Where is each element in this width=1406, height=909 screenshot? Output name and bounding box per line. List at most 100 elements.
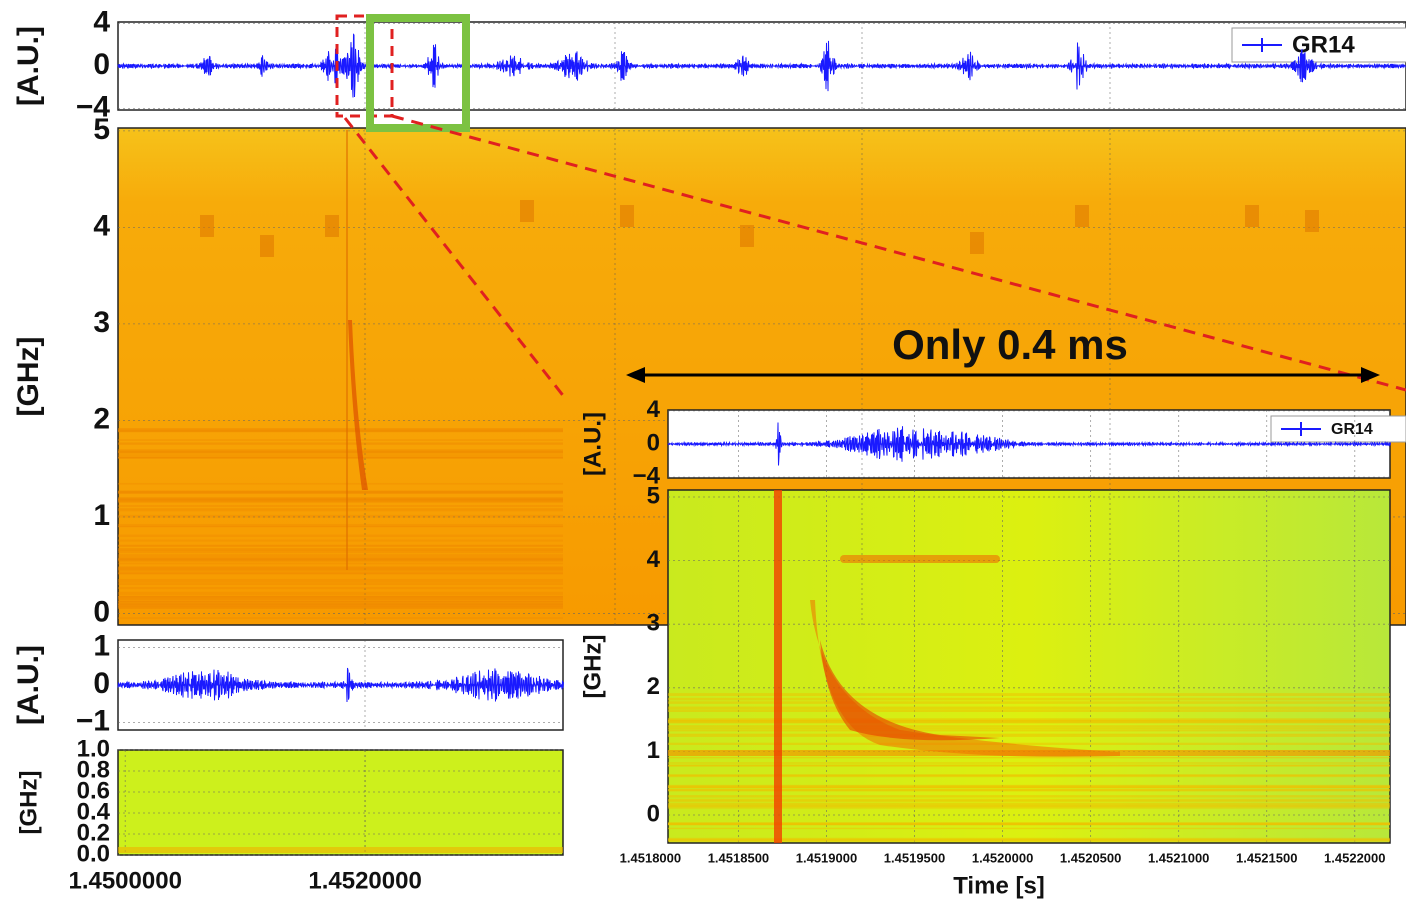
y-tick-label: 0.6 [77,777,110,804]
y-tick-label: 1 [93,629,110,662]
arrow-head [626,367,645,383]
spectrogram-feature [1075,205,1089,227]
spectrogram-band [668,788,1390,791]
spectrogram-band [668,762,1390,764]
x-axis-label: Time [s] [953,872,1045,899]
spectrogram-band [118,571,563,575]
y-axis-label: [GHz] [12,337,45,417]
spectrogram-decay [820,640,1000,741]
x-tick-label: 1.4518000 [620,850,681,865]
spectrogram-band [668,774,1390,777]
spectrogram-band [668,803,1390,806]
y-tick-label: 4 [647,396,661,423]
spectrogram-band [668,827,1390,830]
spectrogram-band [118,490,563,493]
spectrogram-band [118,451,563,454]
spectrogram-chirp [348,320,368,490]
spectrogram-band [118,558,563,561]
spectrogram-band [118,548,563,552]
spectrogram-band [118,523,563,528]
spectrogram-band [668,725,1390,728]
spectrogram-band [118,482,563,485]
spectrogram-band [118,596,563,600]
spectrogram-band [118,508,563,510]
spectrogram-background [667,489,1391,844]
spectrogram-band [118,572,563,575]
spectrogram-band [118,558,563,561]
spectrogram-band [118,457,563,459]
spectrogram-band [118,600,563,603]
spectrogram-feature [970,232,984,254]
spectrogram-band [118,509,563,512]
y-tick-label: 1.0 [77,735,110,762]
spectrogram-band [118,550,563,554]
x-tick-label: 1.4521000 [1148,850,1209,865]
y-tick-label: 4 [647,546,661,573]
spectrogram-band [118,568,563,572]
spectrogram-band [668,798,1390,801]
y-tick-label: 2 [93,402,110,435]
spectrogram-band [668,784,1390,788]
spectrogram-band [118,442,563,444]
spectrogram-band [668,837,1390,841]
spectrogram-band [118,557,563,561]
spectrogram-band [118,601,563,606]
y-tick-label: 5 [93,113,110,146]
highlight-box [366,14,470,132]
spectrogram-band [118,428,563,433]
spectrogram-band [118,497,563,500]
spectrogram-band [118,587,563,590]
spectrogram-band [668,709,1390,712]
spectrogram-band [668,701,1390,704]
spectrogram-band [118,603,563,607]
spectrogram-band [668,795,1390,798]
y-axis-label: [A.U.] [12,26,45,106]
y-tick-label: 0.0 [77,840,110,867]
spectrogram-band [668,800,1390,802]
y-tick-label: 3 [647,610,660,637]
x-tick-label: 1.4518500 [708,850,769,865]
y-axis-label: [A.U.] [12,645,45,725]
arrow-head [1361,367,1380,383]
spectrogram-feature [740,225,754,247]
spectrogram-band [118,429,563,432]
y-tick-label: 0.2 [77,819,110,846]
spectrogram-feature [840,555,1000,563]
spectrogram-band [118,439,563,441]
spectrogram-band [668,757,1390,759]
spectrogram-band [118,498,563,501]
y-tick-label: 4 [93,6,110,39]
x-tick-label: 1.4520500 [1060,850,1121,865]
spectrogram-band [118,591,563,595]
x-tick-label: 1.4521500 [1236,850,1297,865]
spectrogram-band [118,617,563,619]
spectrogram-background [117,749,564,856]
spectrogram-feature [520,200,534,222]
spectrogram-band [668,693,1390,696]
y-tick-label: 0 [93,667,110,700]
spectrogram-band [118,491,563,494]
x-tick-label: 1.4500000 [68,867,181,894]
spectrogram-band [118,583,563,585]
spectrogram-band [118,554,563,559]
y-tick-label: 0 [647,429,660,456]
spectrogram-band [668,764,1390,767]
spectrogram-band [118,490,563,494]
y-axis-label: [GHz] [579,635,606,699]
waveform [117,667,564,703]
spectrogram-band [118,600,563,602]
spectrogram-band [668,742,1390,745]
y-tick-label: 0 [93,595,110,628]
spectrogram-band [118,548,563,550]
spectrogram-band [118,566,563,571]
y-axis-label: [GHz] [15,771,42,835]
spectrogram-band [118,442,563,445]
x-tick-label: 1.4520000 [308,867,421,894]
spectrogram-band [118,505,563,507]
y-tick-label: 5 [647,482,660,509]
legend-label: GR14 [1331,421,1373,438]
spectrogram-band [668,697,1390,701]
zoom-connector [391,114,1406,392]
spectrogram-band [668,733,1390,736]
